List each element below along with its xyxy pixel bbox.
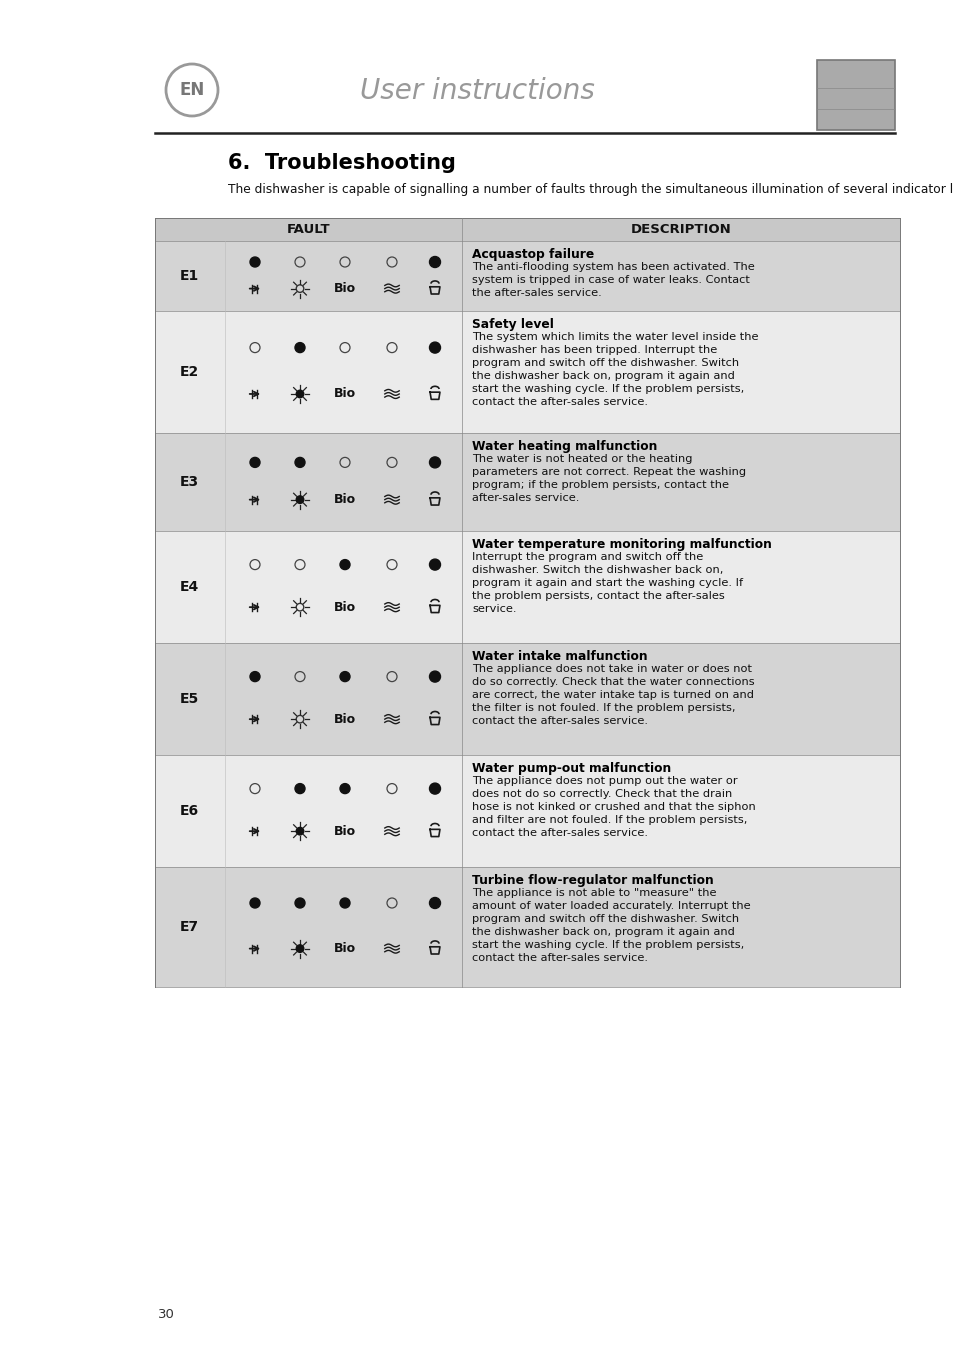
Text: The appliance does not pump out the water or
does not do so correctly. Check tha: The appliance does not pump out the wate… bbox=[472, 775, 755, 838]
Text: E2: E2 bbox=[179, 365, 198, 380]
Text: User instructions: User instructions bbox=[359, 77, 594, 105]
Circle shape bbox=[250, 257, 260, 267]
Circle shape bbox=[429, 559, 440, 570]
Text: E6: E6 bbox=[179, 804, 198, 817]
Circle shape bbox=[429, 457, 440, 467]
Text: Acquastop failure: Acquastop failure bbox=[472, 249, 594, 261]
Text: The water is not heated or the heating
parameters are not correct. Repeat the wa: The water is not heated or the heating p… bbox=[472, 454, 745, 503]
FancyBboxPatch shape bbox=[154, 755, 461, 867]
Text: E1: E1 bbox=[179, 269, 198, 282]
Text: E4: E4 bbox=[179, 580, 198, 594]
Text: E7: E7 bbox=[179, 920, 198, 934]
Circle shape bbox=[294, 898, 305, 908]
Circle shape bbox=[250, 898, 260, 908]
Circle shape bbox=[339, 671, 350, 682]
Circle shape bbox=[429, 257, 440, 267]
Text: The appliance is not able to "measure" the
amount of water loaded accurately. In: The appliance is not able to "measure" t… bbox=[472, 888, 750, 963]
Text: Bio: Bio bbox=[334, 282, 355, 295]
FancyBboxPatch shape bbox=[154, 531, 461, 643]
Circle shape bbox=[339, 559, 350, 570]
FancyBboxPatch shape bbox=[461, 755, 899, 867]
Circle shape bbox=[294, 784, 305, 793]
Circle shape bbox=[250, 458, 260, 467]
FancyBboxPatch shape bbox=[461, 240, 899, 311]
FancyBboxPatch shape bbox=[461, 643, 899, 755]
Circle shape bbox=[250, 671, 260, 682]
Text: FAULT: FAULT bbox=[287, 223, 330, 236]
Circle shape bbox=[429, 671, 440, 682]
Text: Bio: Bio bbox=[334, 942, 355, 955]
Circle shape bbox=[294, 343, 305, 353]
Text: Water pump-out malfunction: Water pump-out malfunction bbox=[472, 762, 671, 775]
Text: Water temperature monitoring malfunction: Water temperature monitoring malfunction bbox=[472, 538, 771, 551]
FancyBboxPatch shape bbox=[461, 867, 899, 988]
Circle shape bbox=[339, 784, 350, 793]
FancyBboxPatch shape bbox=[154, 643, 461, 755]
Text: Turbine flow-regulator malfunction: Turbine flow-regulator malfunction bbox=[472, 874, 713, 888]
Circle shape bbox=[294, 458, 305, 467]
FancyBboxPatch shape bbox=[154, 218, 899, 240]
Circle shape bbox=[429, 342, 440, 353]
FancyBboxPatch shape bbox=[154, 434, 461, 531]
FancyBboxPatch shape bbox=[461, 531, 899, 643]
Text: The system which limits the water level inside the
dishwasher has been tripped. : The system which limits the water level … bbox=[472, 332, 758, 407]
FancyBboxPatch shape bbox=[154, 867, 461, 988]
Circle shape bbox=[296, 390, 303, 397]
Text: Safety level: Safety level bbox=[472, 317, 554, 331]
Text: The anti-flooding system has been activated. The
system is tripped in case of wa: The anti-flooding system has been activa… bbox=[472, 262, 754, 299]
Text: The appliance does not take in water or does not
do so correctly. Check that the: The appliance does not take in water or … bbox=[472, 663, 754, 725]
Circle shape bbox=[296, 827, 303, 835]
Text: E3: E3 bbox=[179, 476, 198, 489]
Text: The dishwasher is capable of signalling a number of faults through the simultane: The dishwasher is capable of signalling … bbox=[228, 182, 953, 196]
Text: Water intake malfunction: Water intake malfunction bbox=[472, 650, 647, 663]
Text: Bio: Bio bbox=[334, 493, 355, 507]
FancyBboxPatch shape bbox=[154, 311, 461, 434]
Circle shape bbox=[429, 897, 440, 908]
Text: Bio: Bio bbox=[334, 713, 355, 725]
Circle shape bbox=[339, 898, 350, 908]
FancyBboxPatch shape bbox=[816, 59, 894, 130]
Text: 6.  Troubleshooting: 6. Troubleshooting bbox=[228, 153, 456, 173]
Circle shape bbox=[429, 784, 440, 794]
FancyBboxPatch shape bbox=[461, 311, 899, 434]
Text: Interrupt the program and switch off the
dishwasher. Switch the dishwasher back : Interrupt the program and switch off the… bbox=[472, 553, 742, 615]
Circle shape bbox=[296, 496, 303, 504]
Text: Bio: Bio bbox=[334, 601, 355, 613]
Text: Bio: Bio bbox=[334, 388, 355, 400]
Text: DESCRIPTION: DESCRIPTION bbox=[630, 223, 731, 236]
Text: E5: E5 bbox=[179, 692, 198, 707]
FancyBboxPatch shape bbox=[154, 240, 461, 311]
Circle shape bbox=[296, 944, 303, 952]
Text: Bio: Bio bbox=[334, 824, 355, 838]
Text: Water heating malfunction: Water heating malfunction bbox=[472, 440, 657, 453]
Text: 30: 30 bbox=[158, 1309, 174, 1321]
Text: EN: EN bbox=[179, 81, 204, 99]
FancyBboxPatch shape bbox=[461, 434, 899, 531]
